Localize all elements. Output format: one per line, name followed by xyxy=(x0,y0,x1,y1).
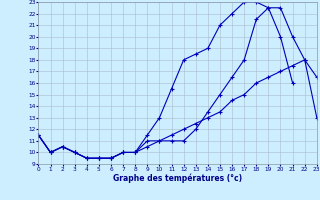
X-axis label: Graphe des températures (°c): Graphe des températures (°c) xyxy=(113,174,242,183)
